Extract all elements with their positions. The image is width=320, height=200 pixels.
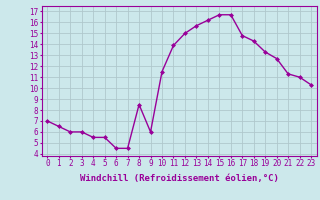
X-axis label: Windchill (Refroidissement éolien,°C): Windchill (Refroidissement éolien,°C) (80, 174, 279, 183)
